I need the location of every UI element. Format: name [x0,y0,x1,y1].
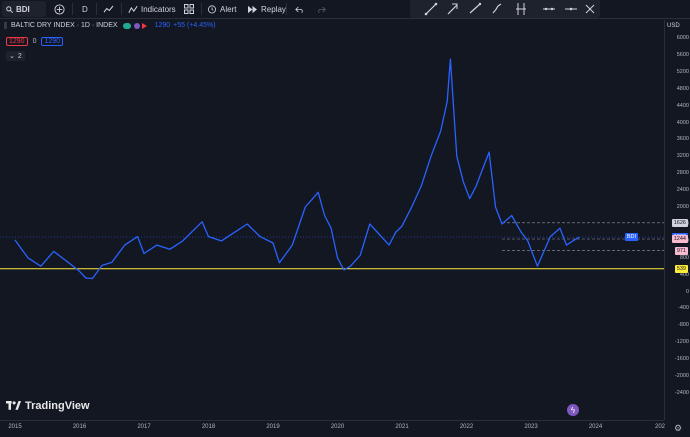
layouts-button[interactable] [184,0,194,18]
price-tick: 4800 [676,85,689,92]
flag-icon[interactable] [141,22,147,29]
trend-line-icon[interactable] [424,2,438,16]
chart-pane[interactable]: BDI [0,20,664,420]
last-value: 1290 [154,22,171,29]
chart-type-button[interactable] [103,0,114,18]
bid-box[interactable]: 1290 [6,37,28,46]
market-status-icon [133,22,140,29]
price-tick: -800 [677,322,689,329]
date-range-icon[interactable] [543,7,555,11]
symbol-label: BDI [16,4,30,14]
time-tick: 2019 [266,424,280,430]
ask-box[interactable]: 1290 [41,37,64,46]
time-tick: 2018 [201,424,216,430]
price-tick: 5600 [676,51,689,58]
chart-title: BALTIC DRY INDEX · 1D · INDEX [11,22,118,29]
redo-button[interactable] [316,0,326,18]
redo-icon [318,6,326,13]
symbol-tag: BDI [624,233,638,242]
alert-button[interactable]: Alert [207,0,236,18]
time-tick: 2023 [524,424,538,430]
currency-label[interactable]: USD [667,23,680,29]
replay-button[interactable]: Replay [247,0,286,18]
price-tick: 3600 [676,136,689,143]
price-tick: -2400 [674,390,689,396]
time-tick: 2024 [588,424,603,430]
arrow-draw-icon[interactable] [447,3,458,15]
price-tick: 2000 [676,204,689,211]
interval-button[interactable]: D [82,0,88,18]
price-tick: -2000 [674,373,689,380]
interval-label: D [82,4,88,14]
indicators-button[interactable]: Indicators [128,0,176,18]
series-line-bdi[interactable] [14,58,580,280]
time-tick: 2021 [395,424,409,430]
undo-button[interactable] [295,0,305,18]
line-chart-icon [103,5,114,13]
bid-ask-row: 1290 0 1290 [6,37,64,46]
price-tick: 0 [685,288,689,295]
change-value: +55 (+4.45%) [173,22,216,29]
spread-value: 0 [32,38,37,45]
price-tick: 800 [679,254,689,261]
drawing-toolbar [410,0,600,18]
search-icon [6,5,13,13]
indicators-label: Indicators [141,4,176,14]
price-chart [0,58,664,280]
time-tick: 2017 [137,424,151,430]
price-tick: 400 [679,271,689,278]
time-tick: 2020 [330,424,345,430]
level-label-upper: 1626 [671,218,688,227]
tradingview-logo: TradingView [6,400,90,412]
price-tick: 5200 [676,68,689,75]
price-tick: 4000 [676,119,689,126]
support-label: 539 [674,264,688,273]
horizontal-line-icon[interactable] [565,7,577,11]
alarm-clock-icon [207,5,217,14]
price-tick: 3200 [676,153,689,160]
plus-circle-icon [54,3,65,15]
undo-icon [295,6,303,13]
replay-icon [248,5,257,13]
time-tick: 202 [654,424,666,430]
level-label-mid: 1244 [671,234,688,243]
time-tick: 2022 [459,424,474,430]
indicators-icon [128,5,138,13]
collapse-count: 2 [17,52,22,60]
time-tick: 2016 [72,424,87,430]
tradingview-logo-icon [6,401,21,410]
compare-symbol-button[interactable] [54,0,65,18]
close-icon[interactable] [585,4,595,14]
indicators-collapse-button[interactable]: ⌄ 2 [6,51,25,61]
price-tick: -1600 [674,356,689,363]
level-label-lower: 971 [674,246,688,255]
price-tick: -1200 [674,339,689,346]
collapse-legend-icon[interactable] [4,22,7,29]
top-toolbar: BDI D Indicators Alert Replay [0,0,690,19]
replay-label: Replay [261,4,286,14]
chevron-down-icon: ⌄ [9,53,15,60]
price-range-icon[interactable] [516,3,526,15]
price-tick: -400 [677,305,689,312]
brush-icon[interactable] [492,3,502,14]
time-axis[interactable]: 2015 2016 2017 2018 2019 2020 2021 2022 2023 2024… [0,420,666,437]
grid-icon [184,4,194,14]
price-tick: 2400 [676,187,689,194]
time-tick: 2015 [8,424,22,430]
price-axis[interactable]: 6000 5600 5200 4800 4400 4000 3600 3200 2800 2400… [664,20,690,420]
price-tick: 2800 [676,170,689,177]
long-position-icon[interactable] [469,2,482,14]
alert-label: Alert [220,4,237,14]
tradingview-logo-text: TradingView [25,400,90,412]
visibility-toggle[interactable] [122,22,131,29]
chart-legend: BALTIC DRY INDEX · 1D · INDEX 1290 +55 (… [4,22,216,29]
symbol-search[interactable]: BDI [2,1,46,17]
lightning-icon[interactable]: ϟ [567,404,579,416]
price-tick: 4400 [676,102,689,109]
price-tick: 6000 [676,35,689,41]
settings-gear-icon[interactable]: ⚙ [674,423,683,433]
